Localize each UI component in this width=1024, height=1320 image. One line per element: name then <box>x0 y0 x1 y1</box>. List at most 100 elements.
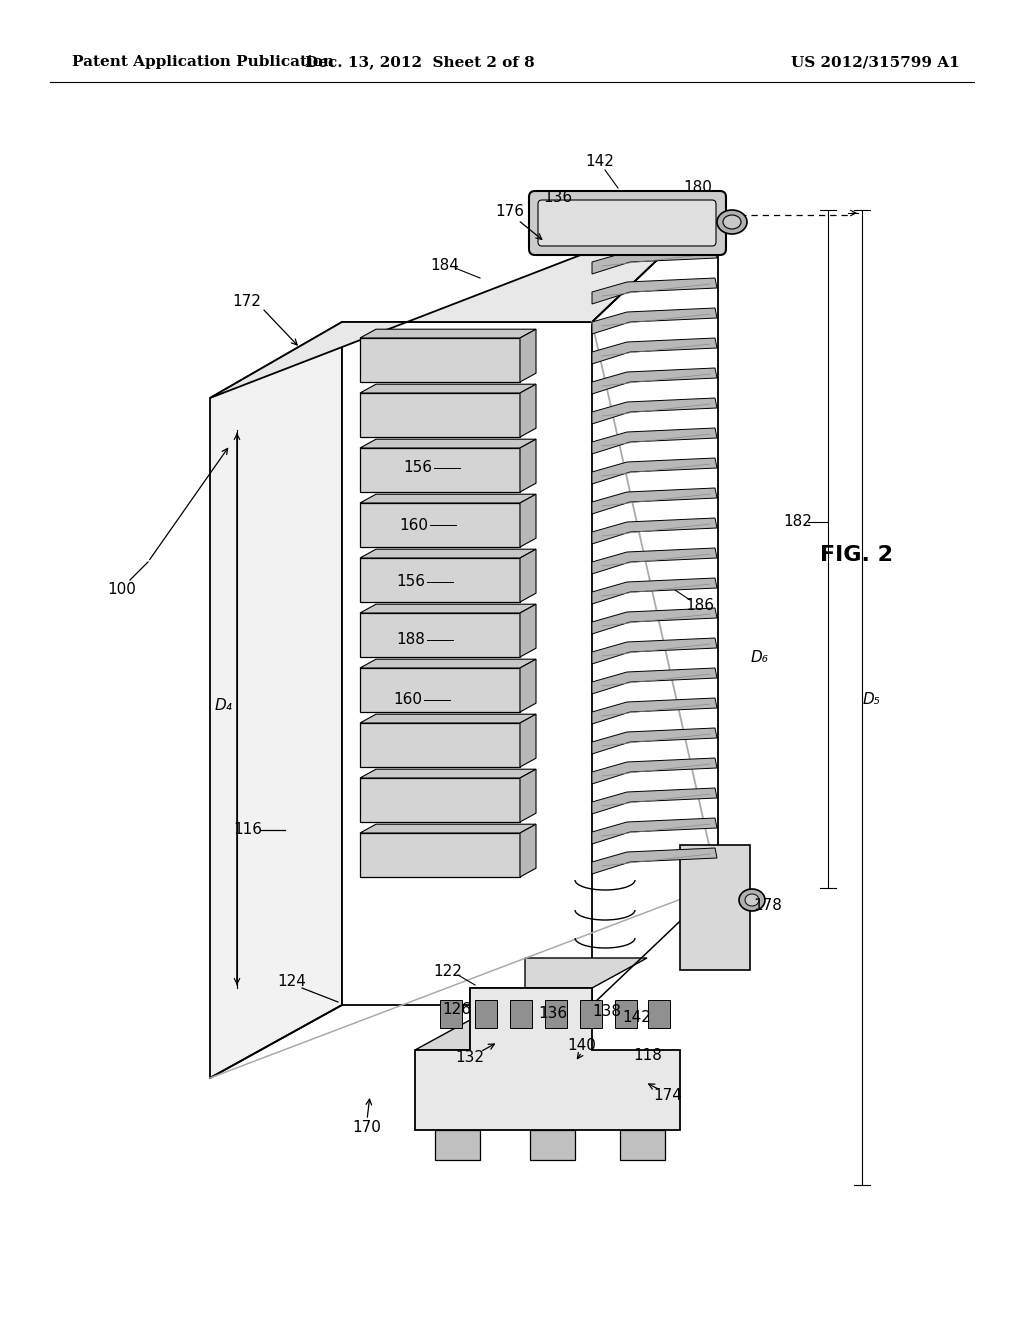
Polygon shape <box>592 279 717 304</box>
Ellipse shape <box>717 210 746 234</box>
Text: 170: 170 <box>352 1121 381 1135</box>
Text: D₆: D₆ <box>751 651 769 665</box>
Ellipse shape <box>739 888 765 911</box>
Polygon shape <box>592 668 717 694</box>
Text: 176: 176 <box>496 205 524 219</box>
Text: 172: 172 <box>232 294 261 309</box>
Bar <box>435 1130 480 1160</box>
Text: 174: 174 <box>653 1088 682 1102</box>
Polygon shape <box>415 987 680 1130</box>
Polygon shape <box>592 758 717 784</box>
Bar <box>475 1001 497 1028</box>
Text: 186: 186 <box>685 598 715 612</box>
Text: 124: 124 <box>278 974 306 990</box>
Bar <box>360 612 520 657</box>
Text: Dec. 13, 2012  Sheet 2 of 8: Dec. 13, 2012 Sheet 2 of 8 <box>305 55 535 69</box>
Bar <box>360 393 520 437</box>
Polygon shape <box>520 824 536 876</box>
Polygon shape <box>360 329 536 338</box>
Bar <box>360 338 520 381</box>
Polygon shape <box>680 845 750 970</box>
Bar <box>360 833 520 876</box>
Polygon shape <box>592 308 717 334</box>
Text: Patent Application Publication: Patent Application Publication <box>72 55 334 69</box>
Polygon shape <box>592 488 717 513</box>
Text: 178: 178 <box>754 898 782 912</box>
Polygon shape <box>520 494 536 546</box>
Polygon shape <box>592 548 717 574</box>
Polygon shape <box>210 202 718 399</box>
Bar <box>648 1001 670 1028</box>
Polygon shape <box>360 659 536 668</box>
Polygon shape <box>592 338 717 364</box>
Polygon shape <box>520 714 536 767</box>
Bar <box>530 1130 575 1160</box>
Polygon shape <box>520 384 536 437</box>
Bar <box>360 447 520 492</box>
Polygon shape <box>360 549 536 558</box>
Polygon shape <box>360 605 536 612</box>
Polygon shape <box>360 494 536 503</box>
Text: 180: 180 <box>684 181 713 195</box>
Polygon shape <box>592 818 717 843</box>
Text: 160: 160 <box>399 517 428 532</box>
Bar <box>615 1001 637 1028</box>
Text: 142: 142 <box>586 154 614 169</box>
Bar <box>510 1001 532 1028</box>
Text: 184: 184 <box>430 257 460 272</box>
Polygon shape <box>360 714 536 723</box>
Ellipse shape <box>745 894 759 906</box>
Polygon shape <box>592 248 717 275</box>
Text: D₄: D₄ <box>215 697 232 713</box>
Polygon shape <box>520 329 536 381</box>
Polygon shape <box>360 770 536 777</box>
FancyBboxPatch shape <box>529 191 726 255</box>
Bar <box>360 503 520 546</box>
Text: 142: 142 <box>623 1011 651 1026</box>
Polygon shape <box>592 638 717 664</box>
Text: D₅: D₅ <box>863 693 881 708</box>
Bar <box>580 1001 602 1028</box>
Polygon shape <box>520 659 536 711</box>
Text: 136: 136 <box>544 190 572 206</box>
Text: 156: 156 <box>396 574 425 590</box>
Text: 182: 182 <box>783 515 812 529</box>
Ellipse shape <box>723 215 741 228</box>
Polygon shape <box>360 824 536 833</box>
Polygon shape <box>592 218 717 244</box>
Text: 116: 116 <box>233 822 262 837</box>
Text: FIG. 2: FIG. 2 <box>820 545 893 565</box>
Text: 188: 188 <box>396 632 425 648</box>
Polygon shape <box>592 847 717 874</box>
Text: 136: 136 <box>539 1006 567 1020</box>
Bar <box>360 777 520 822</box>
Bar <box>360 723 520 767</box>
Polygon shape <box>210 322 342 1078</box>
Polygon shape <box>592 788 717 814</box>
Polygon shape <box>592 517 717 544</box>
Bar <box>440 1001 462 1028</box>
Polygon shape <box>342 322 592 1005</box>
Text: 156: 156 <box>403 461 432 475</box>
FancyBboxPatch shape <box>538 201 716 246</box>
Polygon shape <box>520 770 536 822</box>
Polygon shape <box>520 605 536 657</box>
Polygon shape <box>360 384 536 393</box>
Polygon shape <box>592 578 717 605</box>
Text: 100: 100 <box>108 582 136 598</box>
Polygon shape <box>592 609 717 634</box>
Text: 140: 140 <box>567 1038 596 1052</box>
Bar <box>545 1001 567 1028</box>
Bar <box>620 1130 665 1160</box>
Polygon shape <box>592 698 717 723</box>
Text: 160: 160 <box>393 693 422 708</box>
Polygon shape <box>592 399 717 424</box>
Text: 122: 122 <box>433 965 463 979</box>
Text: 132: 132 <box>456 1051 484 1065</box>
Text: 138: 138 <box>593 1005 622 1019</box>
Text: 118: 118 <box>634 1048 663 1063</box>
Polygon shape <box>415 958 647 1049</box>
Polygon shape <box>520 440 536 492</box>
Polygon shape <box>592 428 717 454</box>
Bar <box>360 558 520 602</box>
